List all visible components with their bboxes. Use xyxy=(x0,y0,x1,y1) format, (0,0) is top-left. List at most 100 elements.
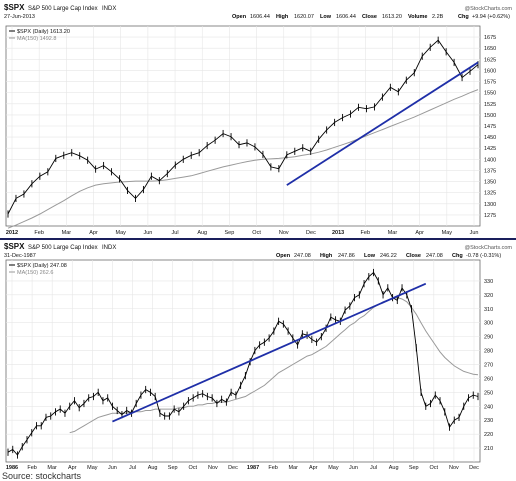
x-tick-label: Nov xyxy=(449,465,459,471)
series-line-price xyxy=(7,271,479,456)
x-tick-label: 2012 xyxy=(6,230,18,236)
x-tick-label: Sep xyxy=(409,465,419,471)
x-tick-label: Jul xyxy=(370,465,377,471)
x-tick-label: May xyxy=(116,230,127,236)
source-footnote: Source: stockcharts xyxy=(2,471,82,481)
quote-label: High xyxy=(276,14,289,20)
x-tick-label: Mar xyxy=(47,465,57,471)
x-tick-label: 1987 xyxy=(247,465,259,471)
trendline xyxy=(286,61,479,186)
quote-value-close: 1613.20 xyxy=(382,14,402,20)
quote-value-low: 1606.44 xyxy=(336,14,356,20)
quote-value-open: 1606.44 xyxy=(250,14,270,20)
chart-panel-2012-2013: 1275 1300 1325 1350 1375 1400 1425 1450 1475 1500… xyxy=(2,0,514,238)
x-tick-label: Mar xyxy=(62,230,72,236)
legend-ma: MA(150) 262.6 xyxy=(17,270,53,276)
trendline xyxy=(112,282,427,423)
x-tick-label: Feb xyxy=(361,230,370,236)
chart-date: 31-Dec-1987 xyxy=(4,253,36,259)
y-tick-label: 1375 xyxy=(484,168,496,174)
x-tick-label: Nov xyxy=(208,465,218,471)
x-tick-label: Dec xyxy=(306,230,316,236)
x-tick-label: Nov xyxy=(279,230,289,236)
x-tick-label: Oct xyxy=(189,465,198,471)
x-tick-label: Apr xyxy=(415,230,424,236)
quote-label: Low xyxy=(320,14,332,20)
x-tick-label: Sep xyxy=(225,230,235,236)
quote-value-high: 1620.07 xyxy=(294,14,314,20)
y-tick-label: 1500 xyxy=(484,113,496,119)
y-tick-label: 330 xyxy=(484,279,493,285)
x-tick-label: May xyxy=(87,465,98,471)
y-tick-label: 260 xyxy=(484,376,493,382)
x-tick-label: 1986 xyxy=(6,465,18,471)
price-chart-svg: 210 220 230 240 250 260 270 280 290 300 310 320 330 1… xyxy=(4,242,512,471)
y-tick-label: 1350 xyxy=(484,180,496,186)
y-tick-label: 1575 xyxy=(484,80,496,86)
quote-label: Low xyxy=(364,253,376,259)
x-tick-label: Dec xyxy=(228,465,238,471)
y-tick-label: 1600 xyxy=(484,68,496,74)
quote-value-chg: -0.78 (-0.31%) xyxy=(466,253,501,259)
chart-date: 27-Jun-2013 xyxy=(4,14,35,20)
series-line-price xyxy=(7,39,479,215)
x-tick-label: Mar xyxy=(388,230,398,236)
quote-label: High xyxy=(320,253,333,259)
x-tick-label: Mar xyxy=(288,465,298,471)
legend-price: $SPX (Daily) 1613.20 xyxy=(17,29,70,35)
y-tick-label: 1400 xyxy=(484,157,496,163)
x-tick-label: Apr xyxy=(89,230,98,236)
x-tick-label: Oct xyxy=(252,230,261,236)
quote-label: Open xyxy=(276,253,291,259)
y-tick-label: 300 xyxy=(484,321,493,327)
x-tick-label: Feb xyxy=(268,465,277,471)
x-tick-label: Jun xyxy=(470,230,479,236)
x-tick-label: Jun xyxy=(349,465,358,471)
y-tick-label: 1325 xyxy=(484,191,496,197)
y-tick-label: 1425 xyxy=(484,146,496,152)
exchange-label: INDX xyxy=(102,245,116,251)
quote-value-open: 247.08 xyxy=(294,253,311,259)
x-tick-label: May xyxy=(442,230,453,236)
y-tick-label: 230 xyxy=(484,418,493,424)
y-tick-label: 1675 xyxy=(484,35,496,41)
y-tick-label: 1300 xyxy=(484,202,496,208)
quote-value-volume: 2.2B xyxy=(432,14,444,20)
ticker-symbol: $SPX xyxy=(4,242,25,251)
quote-value-chg: +9.94 (+0.62%) xyxy=(472,14,510,20)
quote-label: Chg xyxy=(458,14,469,20)
exchange-label: INDX xyxy=(102,6,116,12)
x-tick-label: Dec xyxy=(469,465,479,471)
quote-label: Close xyxy=(406,253,421,259)
x-tick-label: Oct xyxy=(430,465,439,471)
y-tick-label: 320 xyxy=(484,293,493,299)
y-tick-label: 1475 xyxy=(484,124,496,130)
chart-panel-1986-1987: 210 220 230 240 250 260 270 280 290 300 310 320 330 1… xyxy=(2,240,514,472)
index-name: S&P 500 Large Cap Index xyxy=(28,6,98,12)
index-name: S&P 500 Large Cap Index xyxy=(28,245,98,251)
quote-value-low: 246.22 xyxy=(380,253,397,259)
x-tick-label: Jun xyxy=(108,465,117,471)
x-tick-label: Jun xyxy=(143,230,152,236)
x-tick-label: Feb xyxy=(34,230,43,236)
quote-label: Volume xyxy=(408,14,427,20)
y-tick-label: 280 xyxy=(484,349,493,355)
x-tick-label: Aug xyxy=(148,465,158,471)
legend-ma: MA(150) 1492.8 xyxy=(17,36,56,42)
y-tick-label: 1625 xyxy=(484,57,496,63)
y-tick-label: 240 xyxy=(484,404,493,410)
y-tick-label: 1550 xyxy=(484,91,496,97)
x-tick-label: May xyxy=(328,465,339,471)
x-tick-label: 2013 xyxy=(332,230,344,236)
y-tick-label: 1525 xyxy=(484,102,496,108)
y-tick-label: 290 xyxy=(484,335,493,341)
quote-label: Chg xyxy=(452,253,463,259)
quote-value-high: 247.86 xyxy=(338,253,355,259)
y-tick-label: 210 xyxy=(484,446,493,452)
x-tick-label: Jul xyxy=(172,230,179,236)
quote-label: Open xyxy=(232,14,247,20)
quote-label: Close xyxy=(362,14,377,20)
x-tick-label: Sep xyxy=(168,465,178,471)
series-line-ma150 xyxy=(7,89,479,229)
x-tick-label: Jul xyxy=(129,465,136,471)
